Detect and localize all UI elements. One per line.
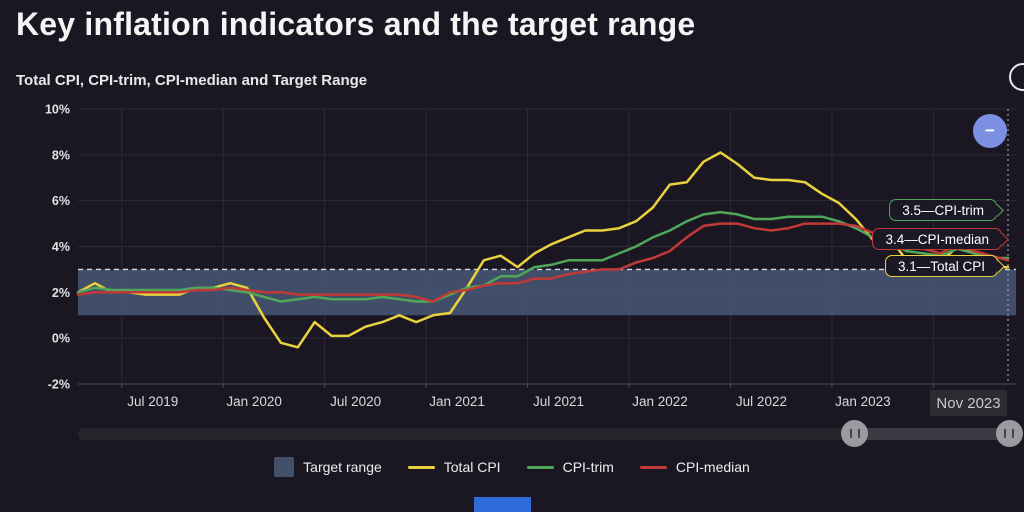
range-slider-left-handle[interactable] bbox=[841, 420, 869, 447]
zoom-out-button[interactable]: − bbox=[973, 114, 1007, 148]
cpi-median-line-swatch bbox=[639, 465, 667, 469]
total-cpi-line-swatch bbox=[407, 465, 435, 469]
svg-text:Jul 2022: Jul 2022 bbox=[736, 394, 787, 409]
legend-label: Total CPI bbox=[443, 459, 501, 475]
series-cpi-trim bbox=[76, 210, 1010, 303]
legend-item-cpi-trim[interactable]: CPI-trim bbox=[526, 459, 614, 475]
target-range-swatch bbox=[274, 457, 295, 477]
legend-item-cpi-median[interactable]: CPI-median bbox=[639, 459, 750, 475]
range-end-date-label[interactable]: Nov 2023 bbox=[930, 390, 1007, 416]
svg-text:Jul 2020: Jul 2020 bbox=[330, 394, 381, 409]
svg-text:-2%: -2% bbox=[48, 378, 70, 392]
bottom-blue-button-partial[interactable] bbox=[474, 497, 531, 512]
svg-text:Jan 2021: Jan 2021 bbox=[429, 394, 485, 409]
page-title: Key inflation indicators and the target … bbox=[16, 6, 696, 42]
legend-label: CPI-median bbox=[675, 459, 750, 475]
svg-text:Jan 2022: Jan 2022 bbox=[632, 394, 688, 409]
y-axis-labels: -2% 0% 2% 4% 6% 8% 10% bbox=[45, 103, 70, 392]
target-range-band bbox=[78, 269, 1016, 316]
callout-cpi-median: 3.4—CPI-median bbox=[872, 228, 1002, 250]
legend-label: Target range bbox=[303, 459, 382, 475]
svg-text:Jul 2021: Jul 2021 bbox=[533, 394, 584, 409]
chart-subtitle: Total CPI, CPI-trim, CPI-median and Targ… bbox=[16, 72, 368, 89]
svg-text:6%: 6% bbox=[52, 194, 70, 208]
svg-text:Jul 2019: Jul 2019 bbox=[127, 394, 178, 409]
svg-text:Jan 2023: Jan 2023 bbox=[835, 394, 891, 409]
legend-item-total-cpi[interactable]: Total CPI bbox=[407, 459, 501, 475]
series-cpi-median bbox=[76, 222, 1010, 303]
svg-text:2%: 2% bbox=[52, 286, 70, 300]
range-slider-right-handle[interactable] bbox=[995, 420, 1023, 447]
range-slider-selection[interactable] bbox=[854, 428, 1010, 440]
chart-legend: Target range Total CPI CPI-trim CPI-medi… bbox=[0, 457, 1024, 477]
x-axis-labels: Jul 2019 Jan 2020 Jul 2020 Jan 2021 Jul 2021… bbox=[127, 394, 890, 409]
svg-text:Jan 2020: Jan 2020 bbox=[226, 394, 282, 409]
callout-total-cpi: 3.1—Total CPI bbox=[884, 255, 998, 277]
svg-text:8%: 8% bbox=[52, 148, 70, 162]
svg-text:10%: 10% bbox=[45, 103, 70, 117]
range-slider-track[interactable] bbox=[78, 428, 1016, 440]
series-total-cpi bbox=[76, 151, 1010, 349]
legend-item-target-range[interactable]: Target range bbox=[274, 457, 382, 477]
svg-text:0%: 0% bbox=[52, 332, 70, 346]
cpi-trim-line-swatch bbox=[526, 465, 554, 469]
legend-label: CPI-trim bbox=[562, 459, 614, 475]
svg-text:4%: 4% bbox=[52, 240, 70, 254]
callout-cpi-trim: 3.5—CPI-trim bbox=[889, 199, 997, 221]
